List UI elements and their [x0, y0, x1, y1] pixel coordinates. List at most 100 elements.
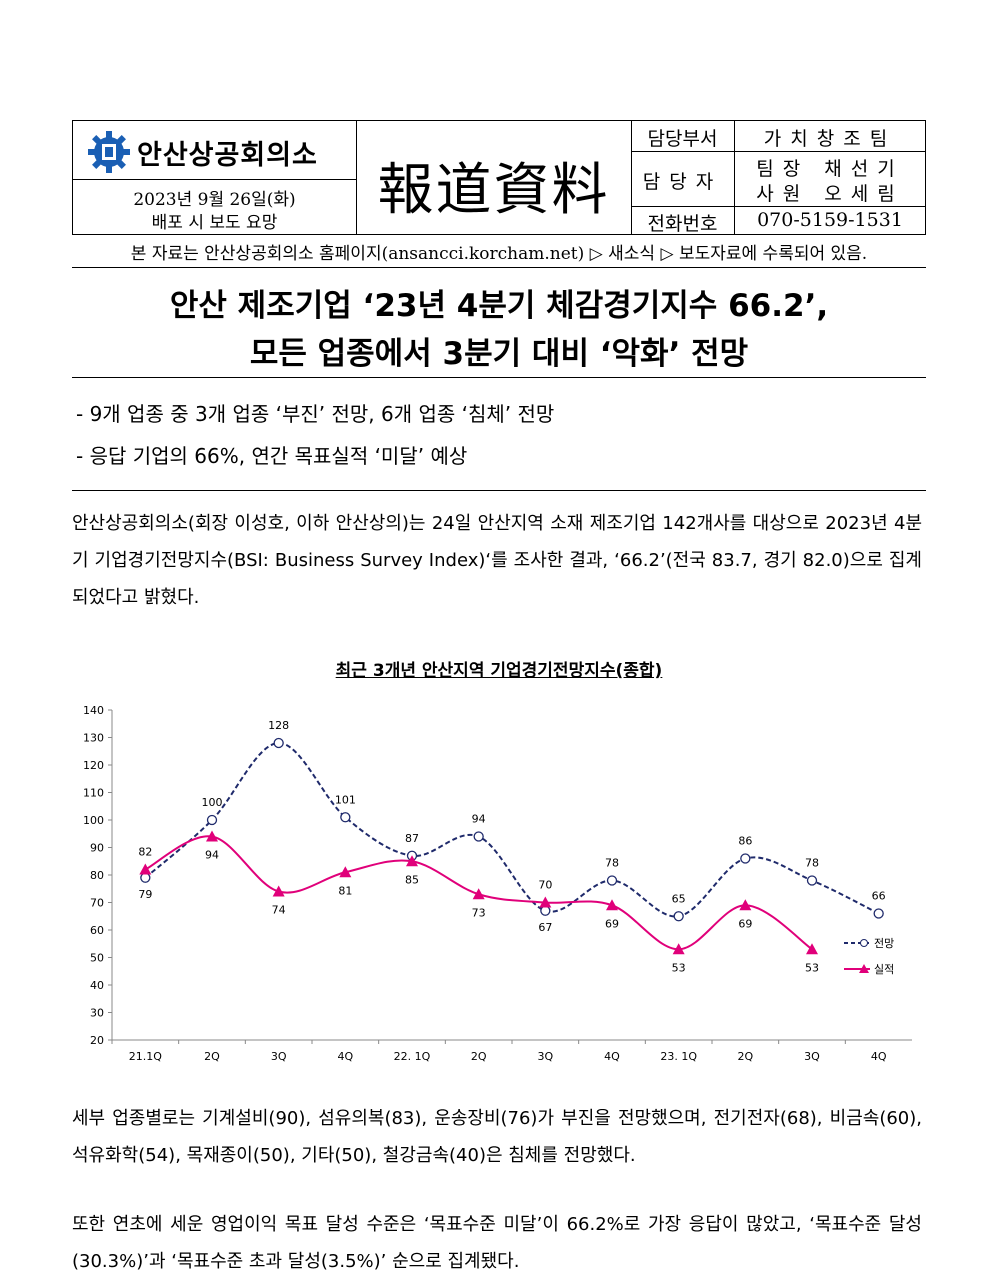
y-tick-label: 140	[83, 704, 104, 717]
x-tick-label: 3Q	[271, 1050, 287, 1063]
legend-forecast-label: 전망	[874, 937, 894, 950]
forecast-point	[273, 737, 284, 749]
actual-data-label: 73	[472, 906, 486, 919]
forecast-data-label: 101	[335, 793, 356, 806]
forecast-point	[340, 812, 351, 823]
contact-dept-label: 담당부서	[647, 128, 718, 150]
y-tick-label: 50	[90, 952, 104, 965]
forecast-data-label: 128	[268, 719, 289, 732]
forecast-data-label: 79	[138, 888, 152, 901]
x-tick-label: 23. 1Q	[660, 1050, 697, 1063]
y-tick-label: 20	[90, 1034, 104, 1047]
actual-point	[672, 943, 685, 955]
forecast-point	[206, 814, 218, 826]
x-tick-label: 22. 1Q	[394, 1050, 431, 1063]
summary-bullet-2: - 응답 기업의 66%, 연간 목표실적 ‘미달’ 예상	[76, 444, 468, 468]
forecast-data-label: 65	[672, 892, 686, 905]
y-tick-label: 70	[90, 897, 104, 910]
body-paragraph-3: 또한 연초에 세운 영업이익 목표 달성 수준은 ‘목표수준 미달’이 66.2…	[72, 1214, 922, 1272]
forecast-data-label: 94	[472, 813, 486, 826]
y-tick-label: 110	[83, 787, 104, 800]
forecast-point	[806, 875, 818, 886]
actual-point	[406, 855, 418, 867]
contact-phone-value: 070-5159-1531	[757, 209, 903, 231]
doc-type-title: 報道資料	[377, 158, 610, 223]
bsi-line-chart: 20 30 40 50 60 70 80 90 100 110 120 130 140 21.1Q 2Q 3Q…	[83, 704, 912, 1063]
contact-person-label: 담당자	[642, 171, 723, 193]
headline-line-2: 모든 업종에서 3분기 대비 ‘악화’ 전망	[249, 336, 749, 372]
legend-forecast-marker	[860, 939, 868, 947]
y-tick-label: 30	[90, 1007, 104, 1020]
actual-point	[539, 896, 552, 908]
y-tick-label: 120	[83, 759, 104, 772]
header-table: 안산상공회의소 2023년 9월 26일(화) 배포 시 보도 요망 報道資料 …	[72, 120, 926, 235]
legend-actual-label: 실적	[874, 963, 894, 976]
actual-point	[472, 888, 485, 900]
notice-text: 본 자료는 안산상공회의소 홈페이지(ansancci.korcham.net)…	[130, 244, 868, 264]
actual-point	[206, 830, 218, 842]
actual-data-label: 82	[138, 846, 152, 859]
divider	[72, 267, 926, 268]
actual-data-label: 69	[738, 917, 752, 930]
actual-data-label: 94	[205, 849, 219, 862]
contact-person-value-2: 사원 오세림	[756, 183, 904, 205]
x-tick-label: 2Q	[204, 1050, 220, 1063]
forecast-data-label: 86	[738, 835, 752, 848]
forecast-point	[140, 872, 151, 883]
forecast-point	[540, 905, 551, 916]
release-note: 배포 시 보도 요망	[151, 213, 278, 233]
forecast-data-label: 87	[405, 832, 419, 845]
actual-point	[806, 943, 818, 955]
headline-line-1: 안산 제조기업 ‘23년 4분기 체감경기지수 66.2’,	[169, 288, 829, 324]
forecast-data-label: 66	[872, 890, 886, 903]
contact-person-value: 팀장 채선기	[756, 158, 904, 180]
org-name: 안산상공회의소	[137, 139, 318, 171]
x-tick-label: 3Q	[804, 1050, 820, 1063]
x-tick-label: 21.1Q	[129, 1050, 162, 1063]
y-tick-label: 90	[90, 842, 104, 855]
x-tick-label: 4Q	[604, 1050, 620, 1063]
forecast-point	[740, 853, 751, 864]
actual-point	[739, 899, 752, 911]
y-tick-label: 80	[90, 869, 104, 882]
actual-data-label: 85	[405, 873, 419, 886]
chart-title: 최근 3개년 안산지역 기업경기전망지수(종합)	[335, 661, 663, 681]
actual-data-label: 53	[805, 961, 819, 974]
actual-point	[139, 863, 152, 875]
forecast-point	[606, 875, 618, 886]
body-paragraph-2: 세부 업종별로는 기계설비(90), 섬유의복(83), 운송장비(76)가 부…	[72, 1108, 922, 1166]
forecast-point	[473, 831, 484, 842]
contact-dept-value: 가치창조팀	[763, 128, 897, 150]
actual-data-label: 70	[538, 879, 552, 892]
body-paragraph-1: 안산상공회의소(회장 이성호, 이하 안산상의)는 24일 안산지역 소재 제조…	[72, 513, 922, 608]
forecast-data-label: 78	[605, 857, 619, 870]
contact-phone-label: 전화번호	[647, 213, 718, 235]
x-tick-label: 2Q	[471, 1050, 487, 1063]
forecast-point	[873, 908, 884, 919]
x-tick-label: 4Q	[871, 1050, 887, 1063]
y-tick-label: 100	[83, 814, 104, 827]
x-tick-label: 4Q	[337, 1050, 353, 1063]
actual-point	[606, 899, 618, 911]
forecast-point	[673, 911, 684, 922]
x-tick-label: 2Q	[737, 1050, 753, 1063]
actual-point	[272, 885, 285, 897]
actual-data-label: 53	[672, 961, 686, 974]
release-date: 2023년 9월 26일(화)	[133, 190, 296, 210]
gear-logo-icon	[88, 131, 130, 173]
actual-data-label: 74	[272, 904, 286, 917]
forecast-data-label: 100	[202, 796, 223, 809]
x-tick-label: 3Q	[537, 1050, 553, 1063]
actual-data-label: 69	[605, 917, 619, 930]
actual-point	[339, 866, 352, 878]
divider	[72, 490, 926, 491]
forecast-data-label: 67	[538, 921, 552, 934]
actual-data-label: 81	[338, 884, 352, 897]
y-tick-label: 130	[83, 732, 104, 745]
forecast-series-line	[144, 741, 880, 918]
org-logo: 안산상공회의소	[87, 130, 357, 174]
divider	[72, 377, 926, 378]
y-tick-label: 40	[90, 979, 104, 992]
legend-actual-marker	[859, 964, 869, 973]
forecast-data-label: 78	[805, 857, 819, 870]
